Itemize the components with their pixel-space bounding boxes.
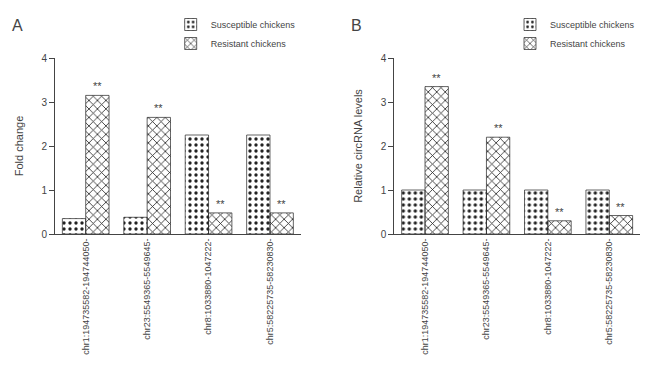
svg-text:**: ** bbox=[216, 198, 225, 210]
svg-text:**: ** bbox=[432, 72, 441, 84]
svg-text:3: 3 bbox=[41, 97, 47, 108]
svg-text:chr5:58225735-58230830-: chr5:58225735-58230830- bbox=[265, 239, 275, 345]
svg-text:chr1:194735582-194744050-: chr1:194735582-194744050- bbox=[420, 239, 430, 355]
svg-text:chr23:5549365-5549645-: chr23:5549365-5549645- bbox=[142, 239, 152, 340]
svg-text:Susceptible chickens: Susceptible chickens bbox=[550, 20, 635, 30]
svg-text:**: ** bbox=[555, 206, 564, 218]
svg-text:Relative circRNA levels: Relative circRNA levels bbox=[352, 89, 364, 203]
svg-text:chr5:58225735-58230830-: chr5:58225735-58230830- bbox=[604, 239, 614, 345]
svg-text:B: B bbox=[351, 17, 362, 34]
svg-text:Resistant chickens: Resistant chickens bbox=[211, 39, 287, 49]
svg-text:0: 0 bbox=[381, 229, 387, 240]
svg-text:4: 4 bbox=[41, 53, 47, 64]
svg-text:chr1:194735582-194744050-: chr1:194735582-194744050- bbox=[81, 239, 91, 355]
svg-text:**: ** bbox=[277, 198, 286, 210]
svg-text:2: 2 bbox=[41, 141, 47, 152]
svg-text:**: ** bbox=[154, 102, 163, 114]
svg-text:Susceptible chickens: Susceptible chickens bbox=[211, 20, 296, 30]
svg-text:3: 3 bbox=[381, 97, 387, 108]
svg-text:1: 1 bbox=[381, 185, 387, 196]
svg-text:2: 2 bbox=[381, 141, 387, 152]
svg-text:chr23:5549365-5549645-: chr23:5549365-5549645- bbox=[481, 239, 491, 340]
svg-text:A: A bbox=[12, 17, 23, 34]
svg-text:**: ** bbox=[494, 122, 503, 134]
svg-text:chr8:1033880-1047222-: chr8:1033880-1047222- bbox=[203, 239, 213, 335]
svg-text:**: ** bbox=[93, 80, 102, 92]
svg-text:**: ** bbox=[616, 201, 625, 213]
svg-text:chr8:1033880-1047222-: chr8:1033880-1047222- bbox=[543, 239, 553, 335]
svg-text:Resistant chickens: Resistant chickens bbox=[550, 39, 626, 49]
svg-text:0: 0 bbox=[41, 229, 47, 240]
svg-text:4: 4 bbox=[381, 53, 387, 64]
svg-text:Fold change: Fold change bbox=[13, 116, 25, 177]
svg-text:1: 1 bbox=[41, 185, 47, 196]
